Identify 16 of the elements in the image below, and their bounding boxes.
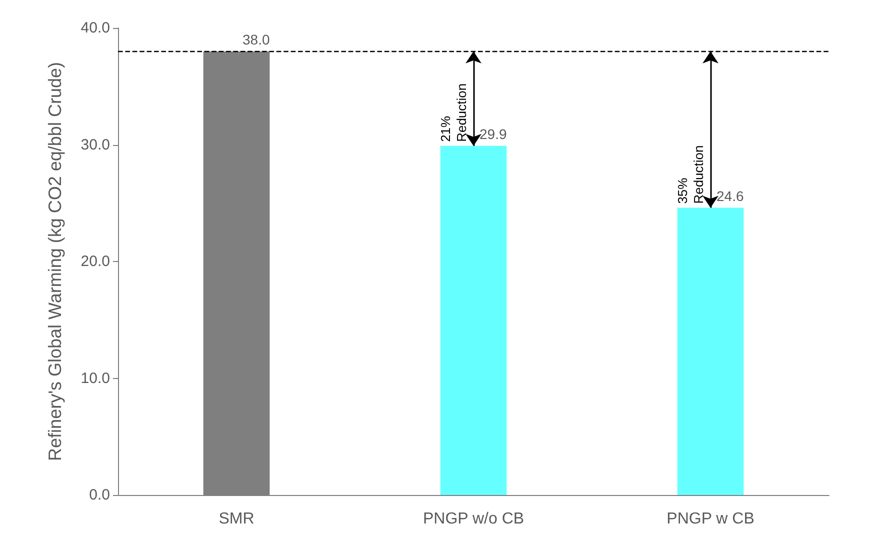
y-tick-label: 0.0 — [89, 486, 110, 504]
x-tick-label: PNGP w CB — [666, 510, 754, 528]
bar — [440, 146, 507, 495]
y-axis-title: Refinery's Global Warming (kg CO2 eq/bbl Crude) — [45, 62, 65, 461]
y-tick-label: 20.0 — [80, 253, 110, 270]
x-tick-label: PNGP w/o CB — [422, 510, 524, 528]
annotation: 35% Reduction — [675, 145, 706, 204]
data-label: 24.6 — [716, 188, 744, 204]
y-tick-label: 30.0 — [80, 136, 110, 154]
data-label: 29.9 — [480, 126, 507, 142]
x-tick-label: SMR — [218, 510, 254, 528]
data-label: 38.0 — [242, 31, 270, 48]
y-tick-label: 10.0 — [80, 370, 110, 387]
y-tick-label: 40.0 — [80, 20, 110, 36]
annotation: 21% Reduction — [438, 83, 469, 142]
bar — [677, 208, 744, 495]
